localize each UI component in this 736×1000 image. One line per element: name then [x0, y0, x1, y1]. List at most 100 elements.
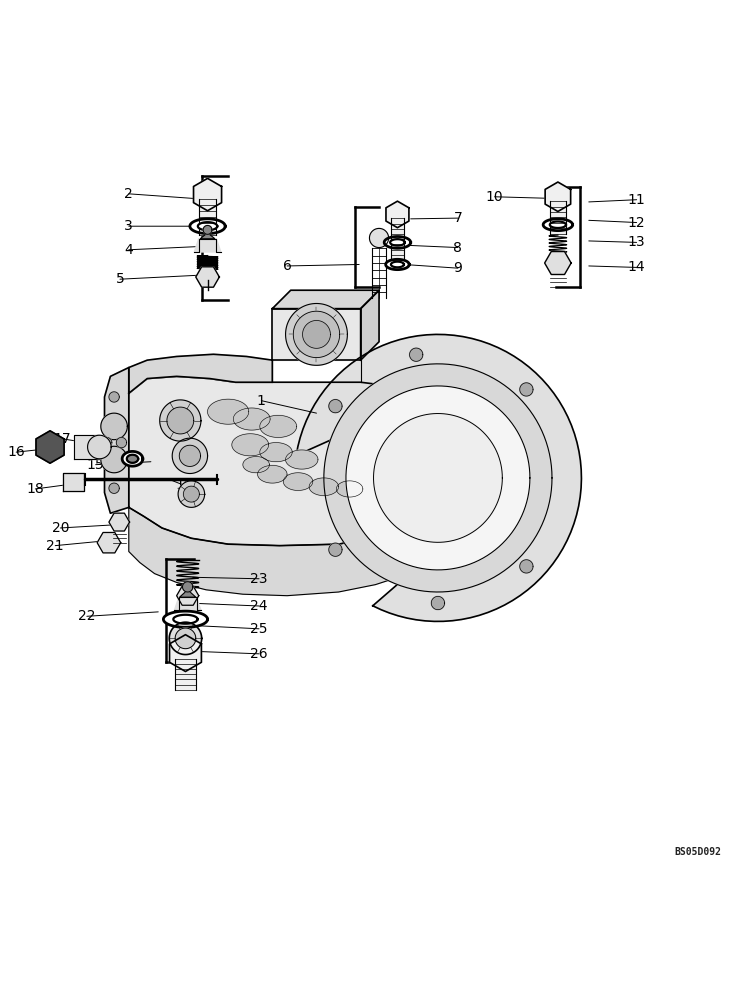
- Polygon shape: [163, 611, 208, 627]
- Polygon shape: [129, 376, 427, 546]
- Polygon shape: [391, 262, 404, 267]
- Text: 16: 16: [7, 445, 25, 459]
- Polygon shape: [272, 290, 379, 309]
- Polygon shape: [203, 225, 212, 234]
- Polygon shape: [198, 222, 217, 230]
- Polygon shape: [177, 586, 199, 605]
- Polygon shape: [302, 320, 330, 348]
- Polygon shape: [194, 239, 221, 252]
- Polygon shape: [384, 237, 411, 248]
- Text: 19: 19: [175, 478, 193, 492]
- Polygon shape: [167, 407, 194, 434]
- Polygon shape: [232, 434, 269, 456]
- Polygon shape: [88, 435, 111, 459]
- Polygon shape: [283, 473, 313, 490]
- Polygon shape: [101, 446, 127, 473]
- Text: 3: 3: [124, 219, 133, 233]
- Polygon shape: [183, 486, 199, 502]
- Polygon shape: [109, 483, 119, 493]
- Polygon shape: [361, 290, 379, 360]
- Polygon shape: [160, 400, 201, 441]
- Polygon shape: [346, 386, 530, 570]
- Polygon shape: [243, 457, 269, 473]
- Polygon shape: [386, 259, 409, 270]
- Polygon shape: [97, 532, 121, 553]
- Text: BS05D092: BS05D092: [674, 847, 721, 857]
- Polygon shape: [127, 455, 138, 463]
- Text: 24: 24: [250, 599, 268, 613]
- Polygon shape: [122, 451, 143, 466]
- Polygon shape: [101, 413, 127, 440]
- Polygon shape: [294, 311, 339, 358]
- Polygon shape: [409, 348, 422, 361]
- Text: 2: 2: [124, 187, 133, 201]
- Text: 12: 12: [628, 216, 645, 230]
- Polygon shape: [260, 415, 297, 437]
- Polygon shape: [169, 622, 202, 655]
- Polygon shape: [272, 309, 361, 360]
- Text: 17: 17: [54, 432, 71, 446]
- Text: 8: 8: [453, 241, 462, 255]
- Polygon shape: [175, 628, 196, 649]
- Polygon shape: [74, 435, 99, 459]
- Text: 11: 11: [628, 193, 645, 207]
- Text: 13: 13: [628, 235, 645, 249]
- Text: 20: 20: [52, 521, 69, 535]
- Polygon shape: [233, 408, 270, 430]
- Polygon shape: [200, 233, 215, 239]
- Polygon shape: [329, 400, 342, 413]
- Polygon shape: [172, 438, 208, 474]
- Polygon shape: [129, 507, 427, 596]
- Polygon shape: [63, 473, 84, 491]
- Text: 4: 4: [124, 243, 133, 257]
- Polygon shape: [286, 450, 318, 469]
- Polygon shape: [183, 582, 193, 592]
- Polygon shape: [324, 364, 552, 592]
- Polygon shape: [199, 199, 216, 235]
- Polygon shape: [180, 590, 196, 597]
- Polygon shape: [258, 465, 287, 483]
- Polygon shape: [102, 437, 112, 448]
- Polygon shape: [175, 659, 196, 690]
- Polygon shape: [391, 218, 404, 260]
- Polygon shape: [178, 481, 205, 507]
- Text: 15: 15: [87, 458, 105, 472]
- Polygon shape: [374, 414, 502, 542]
- Polygon shape: [550, 221, 566, 228]
- Polygon shape: [520, 560, 533, 573]
- Polygon shape: [208, 399, 249, 424]
- Polygon shape: [109, 392, 119, 402]
- Polygon shape: [180, 445, 200, 466]
- Polygon shape: [196, 267, 219, 287]
- Text: 26: 26: [250, 647, 268, 661]
- Polygon shape: [520, 383, 533, 396]
- Text: 18: 18: [26, 482, 44, 496]
- Polygon shape: [309, 478, 339, 496]
- Text: 21: 21: [46, 539, 64, 553]
- Polygon shape: [336, 481, 363, 497]
- Polygon shape: [109, 513, 130, 531]
- Polygon shape: [194, 178, 222, 211]
- Text: 6: 6: [283, 259, 291, 273]
- Polygon shape: [286, 303, 347, 365]
- Text: 5: 5: [116, 272, 124, 286]
- Text: 9: 9: [453, 261, 462, 275]
- Polygon shape: [329, 543, 342, 556]
- Polygon shape: [129, 354, 272, 393]
- Polygon shape: [369, 228, 389, 248]
- Polygon shape: [190, 219, 225, 234]
- Polygon shape: [545, 182, 570, 211]
- Text: 23: 23: [250, 572, 268, 586]
- Polygon shape: [431, 596, 445, 610]
- Polygon shape: [105, 368, 129, 513]
- Text: 22: 22: [78, 609, 96, 623]
- Polygon shape: [386, 201, 409, 228]
- Polygon shape: [545, 252, 571, 274]
- Polygon shape: [169, 635, 202, 671]
- Text: 7: 7: [453, 211, 462, 225]
- Text: 10: 10: [486, 190, 503, 204]
- Polygon shape: [296, 334, 581, 621]
- Text: 25: 25: [250, 622, 268, 636]
- Polygon shape: [260, 443, 292, 462]
- Polygon shape: [116, 437, 127, 448]
